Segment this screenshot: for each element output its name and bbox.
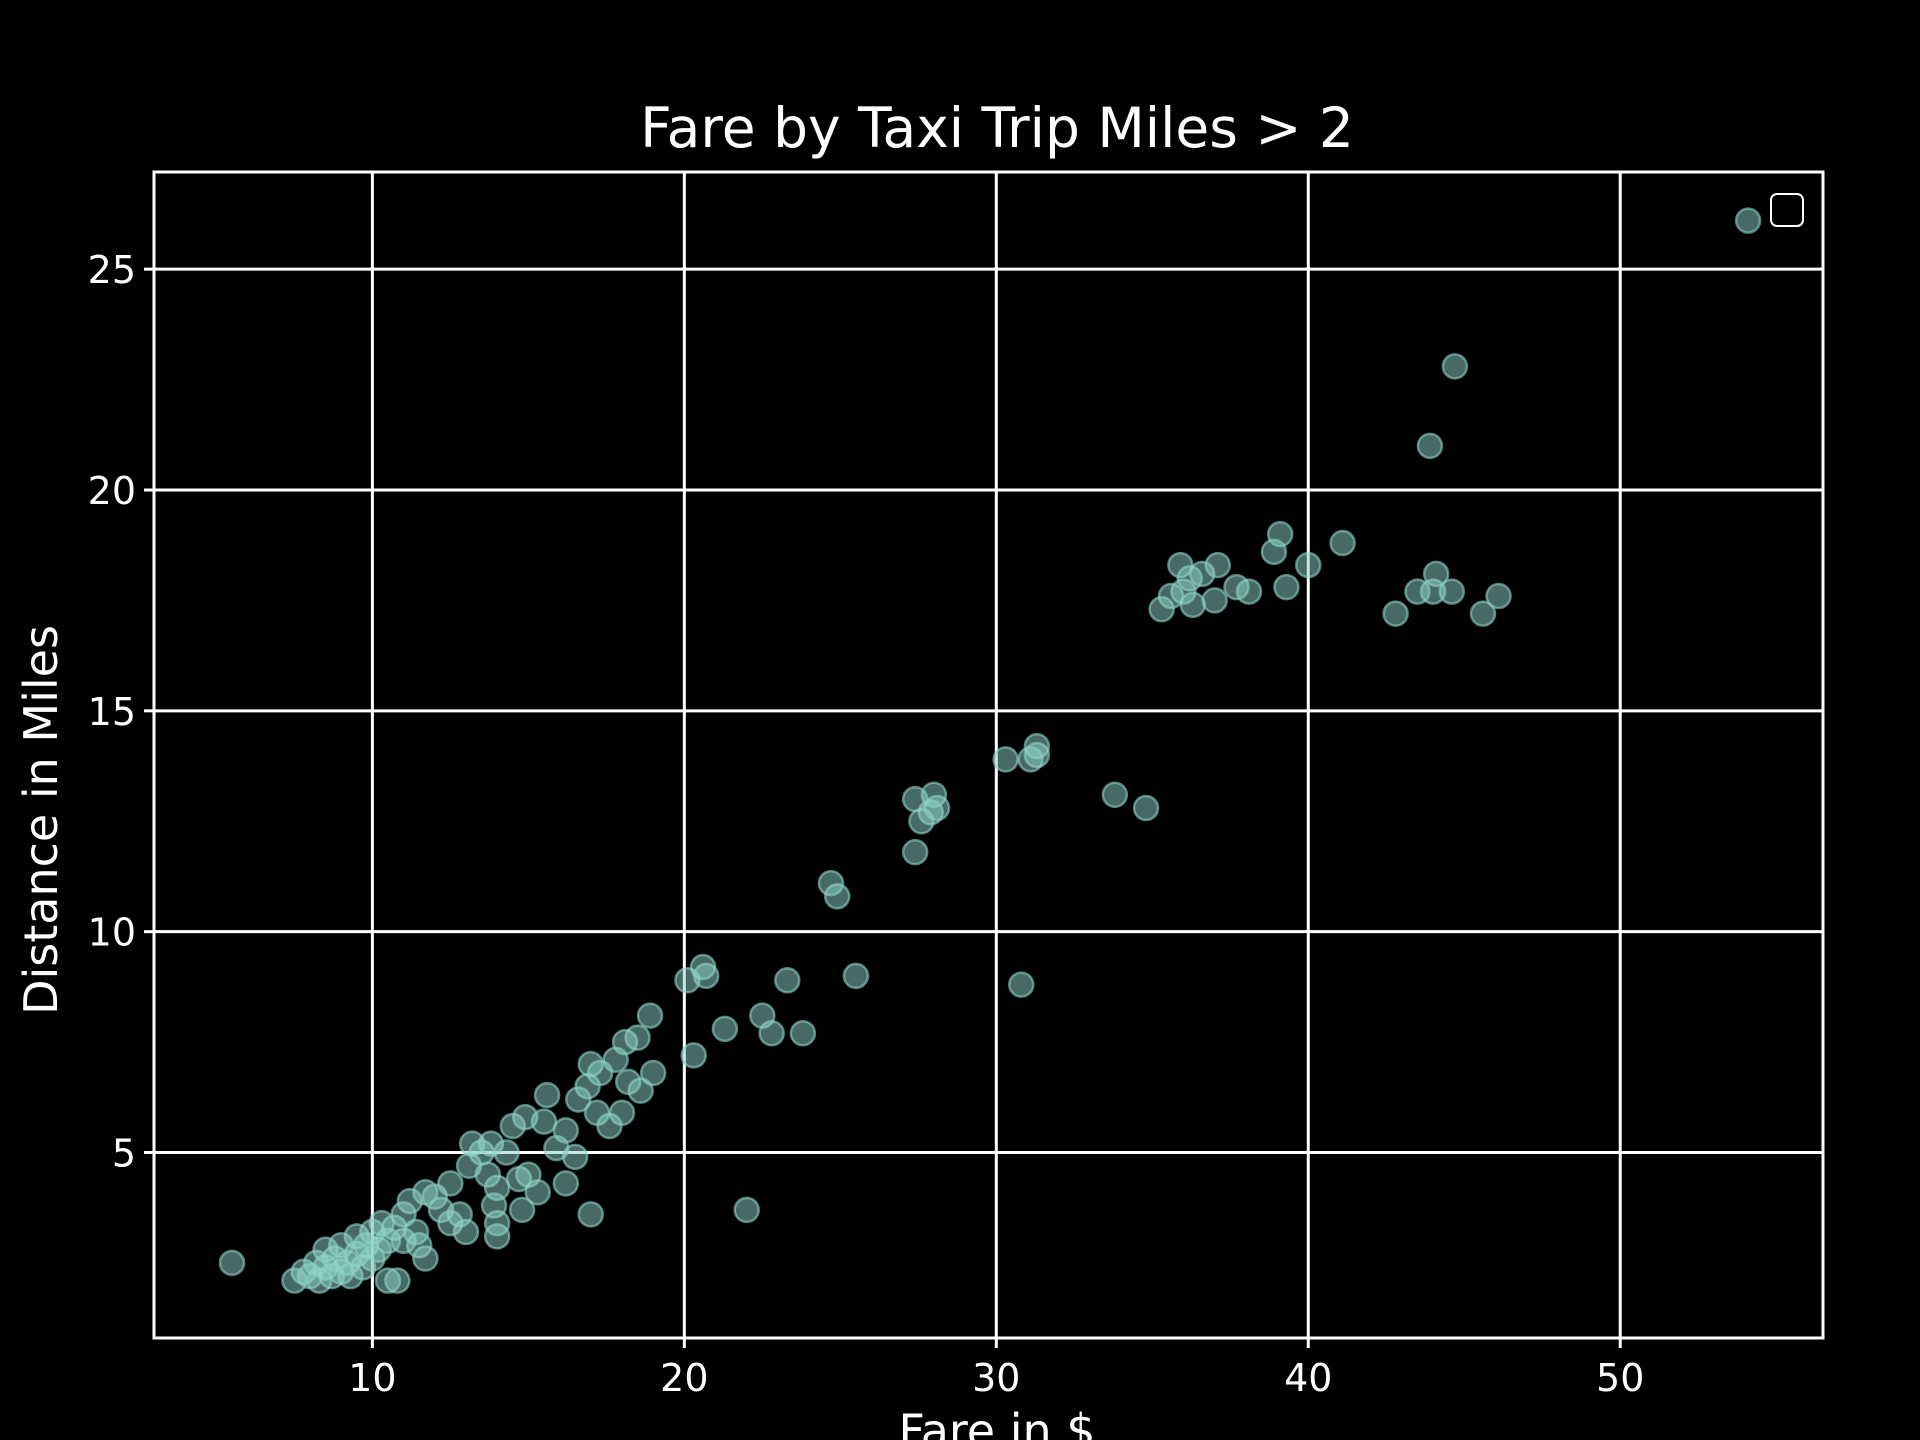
data-point	[577, 1201, 604, 1228]
y-tick-label: 15	[88, 690, 136, 734]
data-point	[1416, 432, 1444, 460]
y-tick-label: 5	[112, 1132, 136, 1176]
data-point	[789, 1020, 817, 1047]
data-point	[1008, 971, 1035, 998]
data-point	[901, 838, 929, 866]
data-point	[680, 1042, 707, 1069]
y-tick-label: 10	[88, 911, 136, 955]
data-point	[639, 1059, 667, 1087]
data-point	[483, 1223, 511, 1250]
data-point	[1441, 353, 1469, 380]
data-point	[552, 1170, 580, 1197]
data-point	[1438, 578, 1466, 605]
x-tick-label: 30	[972, 1356, 1020, 1400]
data-point	[758, 1020, 785, 1047]
x-tick-labels: 10 20 30 40 50	[348, 1338, 1644, 1400]
data-point	[1023, 732, 1051, 760]
data-point	[992, 746, 1019, 773]
chart-title: Fare by Taxi Trip Miles > 2	[640, 96, 1354, 160]
data-point	[483, 1174, 511, 1202]
legend-box	[1770, 193, 1804, 227]
data-point	[524, 1179, 551, 1206]
data-point	[733, 1196, 760, 1224]
data-point	[842, 962, 870, 990]
x-tick-label: 20	[660, 1356, 708, 1400]
x-axis-label: Fare in $	[898, 1404, 1095, 1440]
data-point	[1266, 520, 1294, 548]
data-point	[711, 1015, 739, 1043]
data-point	[1204, 551, 1232, 579]
data-point	[1235, 578, 1263, 605]
data-point	[384, 1267, 411, 1294]
data-point	[1101, 781, 1129, 808]
data-point	[923, 794, 951, 822]
y-tick-labels: 5 10 15 20 25	[88, 248, 154, 1176]
x-tick-label: 50	[1596, 1356, 1644, 1400]
data-point	[533, 1081, 561, 1109]
data-point	[218, 1249, 246, 1277]
data-point	[1382, 600, 1409, 627]
data-point	[774, 967, 801, 994]
data-point	[552, 1117, 580, 1144]
data-point	[1201, 587, 1228, 614]
y-axis-label: Distance in Miles	[14, 625, 68, 1015]
grid-lines	[154, 172, 1823, 1338]
data-point	[412, 1245, 439, 1272]
data-point	[1273, 573, 1300, 601]
data-point	[627, 1077, 654, 1104]
plot-frame	[152, 170, 1825, 1340]
data-points	[218, 207, 1762, 1294]
data-point	[1469, 600, 1497, 627]
data-point	[452, 1218, 480, 1246]
x-tick-label: 40	[1284, 1356, 1332, 1400]
data-point	[1329, 529, 1356, 557]
data-point	[530, 1108, 558, 1135]
data-point	[437, 1170, 464, 1197]
data-point	[561, 1143, 589, 1171]
y-tick-label: 25	[88, 248, 136, 292]
x-tick-label: 10	[348, 1356, 396, 1400]
data-point	[508, 1196, 536, 1224]
data-point	[636, 1002, 664, 1029]
data-point	[692, 962, 720, 990]
data-point	[1485, 582, 1512, 610]
data-point	[1295, 551, 1322, 579]
data-point	[608, 1099, 636, 1126]
data-point	[1179, 591, 1207, 619]
y-tick-label: 20	[88, 469, 136, 513]
data-point	[1422, 560, 1450, 588]
data-point	[493, 1139, 520, 1166]
data-point	[1132, 794, 1160, 822]
data-point	[1734, 207, 1762, 234]
data-point	[823, 883, 851, 910]
data-point	[624, 1024, 651, 1051]
